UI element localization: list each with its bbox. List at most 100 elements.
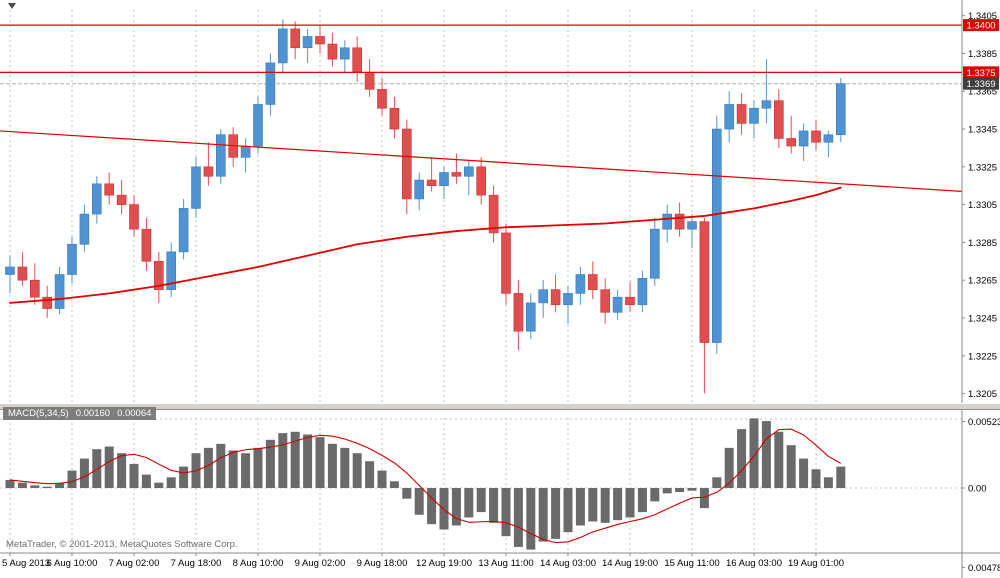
- candle: [116, 180, 127, 215]
- candle: [538, 280, 549, 318]
- svg-text:9 Aug 02:00: 9 Aug 02:00: [295, 558, 346, 569]
- svg-text:1.3225: 1.3225: [968, 351, 997, 362]
- candle: [5, 255, 15, 294]
- candle: [662, 204, 673, 243]
- candle: [203, 142, 214, 186]
- candle: [54, 266, 65, 315]
- pane-splitter[interactable]: [0, 403, 1000, 410]
- candle: [476, 157, 487, 205]
- svg-text:1.3385: 1.3385: [968, 49, 997, 60]
- candle: [327, 32, 338, 67]
- candle: [649, 217, 660, 286]
- macd-axis-labels: 0.00523 0.00 0.00478: [962, 417, 1000, 574]
- svg-text:16 Aug 03:00: 16 Aug 03:00: [726, 558, 782, 569]
- candle: [129, 195, 139, 237]
- candle: [166, 242, 176, 298]
- candle: [488, 185, 499, 243]
- svg-text:1.3369: 1.3369: [966, 79, 995, 90]
- svg-text:0.00: 0.00: [968, 484, 987, 495]
- time-axis[interactable]: [0, 553, 962, 578]
- candle: [786, 115, 797, 154]
- candle: [563, 285, 573, 324]
- svg-text:12 Aug 19:00: 12 Aug 19:00: [416, 558, 472, 569]
- candle: [364, 59, 375, 97]
- candle: [302, 28, 313, 63]
- candle: [191, 157, 201, 218]
- candle: [228, 127, 238, 167]
- candle: [835, 78, 846, 143]
- candle: [240, 138, 251, 173]
- candle: [154, 251, 164, 303]
- candle: [773, 89, 784, 148]
- candle: [339, 40, 350, 73]
- svg-text:5 Aug 2013: 5 Aug 2013: [2, 558, 50, 569]
- svg-text:8 Aug 10:00: 8 Aug 10:00: [233, 558, 284, 569]
- candle: [612, 289, 623, 320]
- candle: [711, 115, 722, 354]
- svg-text:1.3365: 1.3365: [968, 87, 997, 98]
- svg-text:7 Aug 18:00: 7 Aug 18:00: [171, 558, 222, 569]
- candle: [687, 214, 697, 249]
- candle: [724, 91, 735, 143]
- svg-text:1.3325: 1.3325: [968, 162, 997, 173]
- svg-text:1.3345: 1.3345: [968, 125, 997, 136]
- candle: [749, 100, 759, 139]
- candle: [92, 176, 102, 224]
- level-price-badge: 1.3400: [963, 19, 999, 32]
- candle: [439, 166, 449, 199]
- candle: [501, 223, 511, 305]
- svg-text:6 Aug 10:00: 6 Aug 10:00: [47, 558, 98, 569]
- metatrader-watermark: MetaTrader, © 2001-2013, MetaQuotes Soft…: [6, 539, 238, 550]
- svg-text:1.3305: 1.3305: [968, 200, 997, 211]
- svg-text:14 Aug 03:00: 14 Aug 03:00: [540, 558, 596, 569]
- price-axis[interactable]: [962, 0, 1000, 578]
- svg-text:19 Aug 01:00: 19 Aug 01:00: [788, 558, 844, 569]
- svg-text:1.3400: 1.3400: [966, 21, 995, 32]
- macd-signal-line: [9, 428, 842, 544]
- candle: [674, 202, 685, 237]
- candle: [265, 53, 276, 116]
- candle: [699, 217, 710, 394]
- price-axis-labels: 1.3405 1.3385 1.3365 1.3345 1.3325 1.3305 1.32…: [962, 11, 997, 400]
- candle: [811, 119, 821, 150]
- candle: [377, 78, 387, 116]
- macd-signal-value: 0.00064: [117, 408, 152, 419]
- svg-text:1.3245: 1.3245: [968, 313, 997, 324]
- candle: [141, 217, 152, 271]
- candle: [525, 293, 536, 339]
- macd-main-value: 0.00160: [75, 408, 111, 419]
- candle: [426, 157, 437, 192]
- candle: [637, 270, 648, 313]
- candle: [17, 251, 28, 286]
- candle: [389, 96, 400, 139]
- svg-text:0.00523: 0.00523: [968, 417, 1000, 428]
- svg-text:7 Aug 02:00: 7 Aug 02:00: [109, 558, 160, 569]
- candle: [736, 93, 747, 135]
- candle: [315, 25, 325, 54]
- svg-text:9 Aug 18:00: 9 Aug 18:00: [357, 558, 408, 569]
- candle: [253, 96, 263, 154]
- candle: [29, 263, 40, 305]
- candle: [513, 280, 524, 351]
- macd-histogram: [5, 418, 846, 550]
- candle: [104, 172, 114, 205]
- macd-indicator-name: MACD(5,34,5): [8, 408, 69, 419]
- candle: [42, 285, 53, 318]
- svg-text:1.3205: 1.3205: [968, 389, 997, 400]
- candle: [414, 172, 425, 211]
- svg-text:14 Aug 19:00: 14 Aug 19:00: [602, 558, 658, 569]
- svg-text:0.00478: 0.00478: [968, 563, 1000, 574]
- svg-text:1.3375: 1.3375: [966, 68, 995, 79]
- chart-shift-marker-icon: [8, 3, 16, 9]
- candle: [451, 153, 462, 184]
- current-price-badge: 1.3369: [963, 77, 999, 90]
- candle: [575, 266, 586, 305]
- svg-text:15 Aug 11:00: 15 Aug 11:00: [664, 558, 719, 569]
- svg-text:13 Aug 11:00: 13 Aug 11:00: [478, 558, 533, 569]
- candle: [290, 21, 301, 60]
- moving-average-line[interactable]: [9, 186, 842, 304]
- trend-line[interactable]: [0, 130, 963, 192]
- candle: [550, 274, 561, 313]
